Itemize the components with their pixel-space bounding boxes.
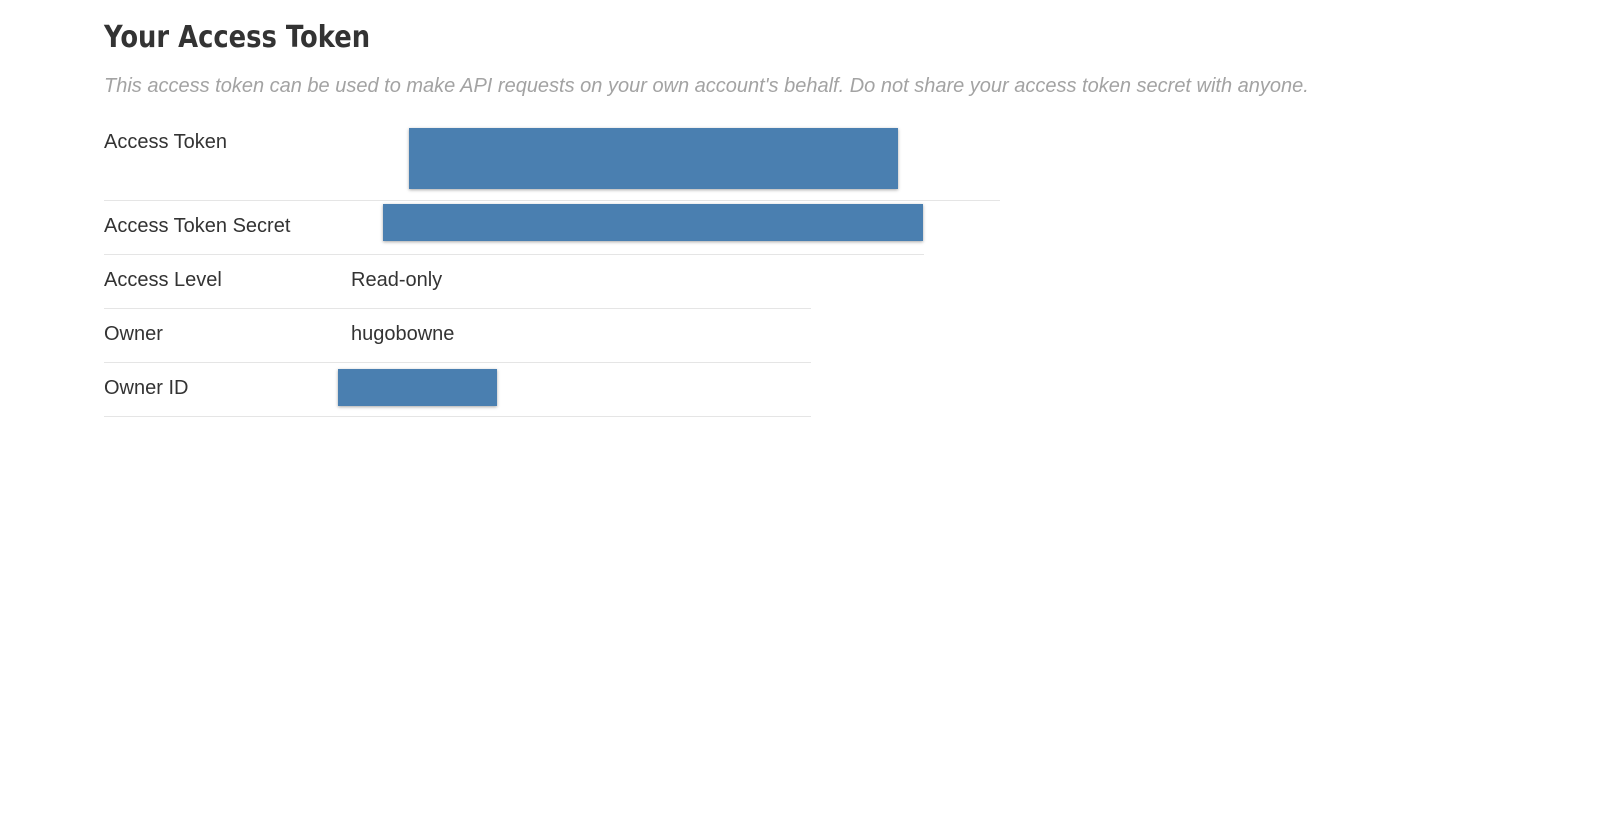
owner-id-label: Owner ID (104, 377, 189, 399)
owner-value[interactable]: hugobowne (351, 323, 455, 345)
owner-row: Owner hugobowne (104, 309, 811, 363)
access-token-redaction (409, 128, 898, 189)
owner-label: Owner (104, 323, 163, 345)
owner-id-row: Owner ID (104, 363, 811, 417)
access-token-secret-label: Access Token Secret (104, 215, 291, 237)
owner-id-redaction (338, 369, 497, 406)
access-token-label: Access Token (104, 131, 228, 153)
access-level-value[interactable]: Read-only (351, 269, 443, 291)
page-description: This access token can be used to make AP… (104, 75, 1309, 97)
access-token-row: Access Token (104, 118, 1000, 201)
access-level-label: Access Level (104, 269, 222, 291)
access-token-secret-redaction (383, 204, 923, 241)
access-token-secret-row: Access Token Secret (104, 201, 924, 255)
access-level-row: Access Level Read-only (104, 255, 811, 309)
page-title: Your Access Token (104, 20, 371, 55)
